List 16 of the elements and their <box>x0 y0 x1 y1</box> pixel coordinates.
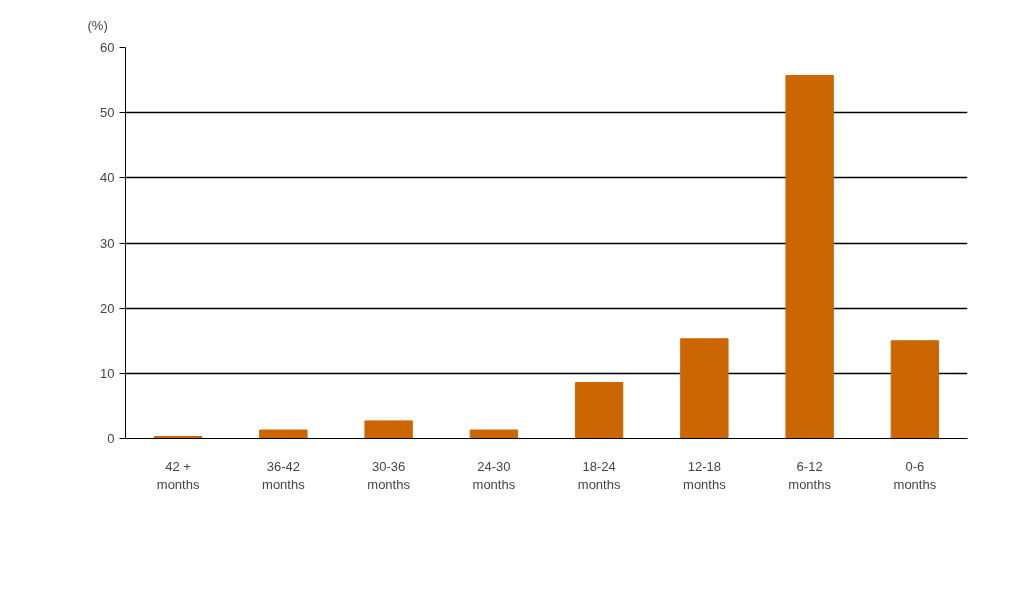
y-tick-label: 10 <box>100 365 115 381</box>
x-tick-label: 18-24 months <box>577 458 621 492</box>
y-tick-label: 60 <box>100 40 115 55</box>
y-tick-label: 0 <box>107 431 115 446</box>
x-tick-label: 6-12 months <box>788 458 832 492</box>
x-tick-label: 0-6 months <box>893 458 937 492</box>
x-tick-label: 30-36 months <box>367 458 411 492</box>
x-tick-label: 42 + months <box>156 458 200 492</box>
y-tick-label: 40 <box>100 170 115 186</box>
x-tick-label: 36-42 months <box>262 458 306 492</box>
y-tick-label: 30 <box>100 235 115 251</box>
x-tick-label: 12-18 months <box>683 458 727 492</box>
x-tick-label: 24-30 months <box>472 458 516 492</box>
y-tick-label: 50 <box>100 105 115 121</box>
y-tick-label: 20 <box>100 300 115 316</box>
y-axis-title: (%) <box>87 17 108 33</box>
